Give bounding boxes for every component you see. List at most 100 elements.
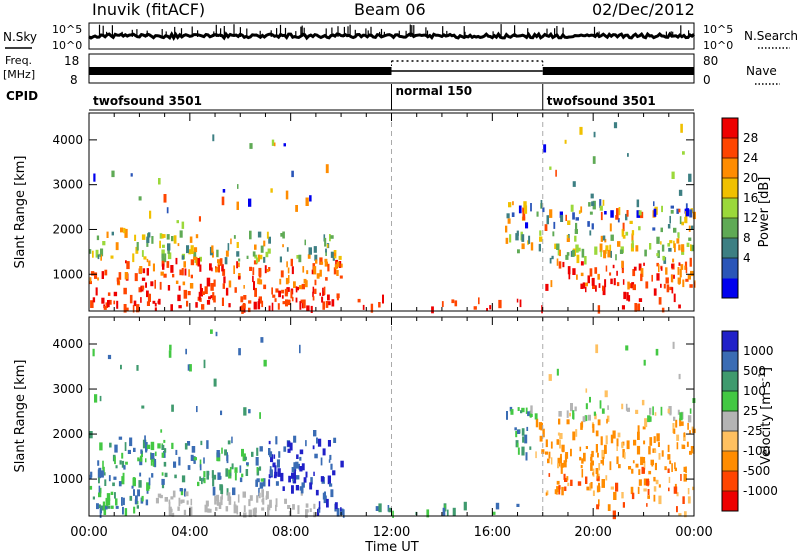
power-cell: [167, 252, 172, 260]
velocity-cell: [129, 437, 133, 447]
velocity-cell: [178, 497, 181, 507]
power-cell: [221, 297, 224, 306]
time-xlabel: Time UT: [364, 540, 418, 554]
velocity-colorbar-swatch: [722, 351, 738, 372]
velocity-cell: [288, 510, 291, 516]
power-cell: [115, 242, 119, 251]
velocity-cell: [520, 410, 523, 414]
velocity-cell: [452, 507, 456, 516]
power-cell: [299, 301, 302, 310]
power-cell: [237, 262, 240, 268]
velocity-cell: [282, 486, 285, 491]
power-cell: [147, 233, 149, 240]
power-cell: [527, 240, 529, 245]
power-cell: [566, 238, 570, 242]
velocity-cell: [684, 511, 687, 518]
power-cell: [267, 248, 271, 254]
velocity-cell: [685, 466, 687, 473]
velocity-colorbar-swatch: [722, 371, 738, 392]
velocity-cell: [446, 509, 449, 516]
power-cell: [649, 243, 652, 250]
velocity-cell: [259, 446, 263, 452]
velocity-cell: [146, 488, 149, 494]
velocity-cell: [268, 448, 271, 456]
power-cell: [106, 231, 109, 238]
power-cell: [568, 234, 570, 241]
velocity-cell: [574, 406, 577, 412]
x-tick-label: 00:00: [70, 525, 107, 540]
velocity-cell: [561, 486, 564, 496]
power-cell: [286, 247, 289, 252]
power-cell: [511, 212, 515, 217]
velocity-cell: [673, 428, 676, 434]
power-cell: [280, 270, 284, 278]
velocity-cell: [216, 499, 220, 506]
velocity-colorbar-swatch: [722, 411, 738, 432]
power-cell: [653, 201, 655, 207]
velocity-cell: [572, 413, 575, 420]
power-cell: [688, 237, 692, 241]
velocity-cell: [315, 489, 319, 496]
velocity-cell: [676, 506, 678, 513]
velocity-cell: [229, 466, 232, 473]
power-cell: [199, 288, 203, 297]
velocity-cell: [140, 450, 143, 457]
velocity-cell: [118, 436, 123, 440]
velocity-cell: [577, 481, 582, 486]
power-cell: [134, 234, 137, 241]
power-cell: [451, 299, 455, 304]
power-cell: [338, 261, 342, 268]
velocity-cell: [136, 505, 139, 509]
velocity-cell: [674, 483, 677, 488]
power-cell: [162, 263, 165, 270]
power-cell: [163, 234, 166, 238]
power-cell: [190, 274, 193, 279]
power-cell: [246, 255, 249, 259]
velocity-cell: [597, 419, 601, 426]
velocity-cell: [570, 448, 572, 457]
velocity-cell: [187, 465, 191, 470]
velocity-cell: [163, 448, 167, 453]
power-cell: [592, 156, 596, 164]
power-cell: [619, 249, 624, 254]
power-cell: [610, 210, 614, 218]
power-cell: [258, 296, 262, 304]
power-cell: [110, 255, 114, 259]
velocity-cell: [287, 441, 291, 447]
y-tick-label: 4000: [52, 133, 83, 147]
velocity-cell: [121, 460, 125, 468]
velocity-cell: [632, 460, 635, 464]
power-cell: [319, 269, 322, 277]
power-cell: [183, 261, 186, 268]
power-cell: [597, 305, 601, 314]
velocity-cell: [224, 449, 227, 456]
velocity-cell: [340, 508, 344, 515]
velocity-cell: [601, 449, 605, 459]
velocity-cell: [115, 505, 119, 509]
power-cell: [680, 123, 683, 133]
scatter-layer: [89, 122, 696, 520]
power-cell: [610, 234, 614, 241]
velocity-cell: [297, 505, 300, 514]
power-cell: [148, 293, 151, 301]
power-cell: [305, 197, 309, 206]
velocity-cell: [299, 466, 303, 472]
power-cell: [136, 242, 139, 251]
power-cell: [512, 201, 514, 206]
velocity-cell: [672, 341, 675, 349]
power-cell: [682, 151, 685, 155]
velocity-cell: [234, 467, 238, 473]
velocity-cell: [212, 474, 217, 480]
power-cell: [248, 307, 251, 313]
power-cell: [621, 305, 625, 310]
power-colorbar-swatch: [722, 218, 738, 239]
velocity-cell: [189, 364, 192, 372]
velocity-cell: [220, 410, 223, 416]
velocity-cell: [517, 407, 520, 411]
power-cell: [132, 253, 135, 263]
power-cell: [314, 279, 317, 286]
velocity-cell: [616, 456, 619, 465]
velocity-cell: [656, 433, 660, 442]
velocity-cell: [598, 463, 601, 471]
velocity-cell: [683, 473, 687, 482]
